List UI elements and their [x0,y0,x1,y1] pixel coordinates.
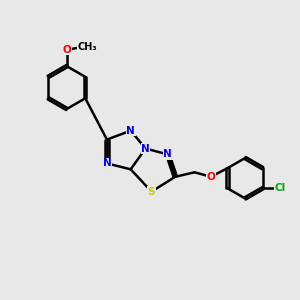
Text: N: N [141,143,150,154]
Text: Cl: Cl [274,183,286,193]
Text: S: S [148,187,155,196]
Text: O: O [207,172,215,182]
Text: O: O [62,45,71,55]
Text: N: N [126,126,135,136]
Text: CH₃: CH₃ [78,42,98,52]
Text: N: N [164,149,172,160]
Text: N: N [103,158,111,168]
